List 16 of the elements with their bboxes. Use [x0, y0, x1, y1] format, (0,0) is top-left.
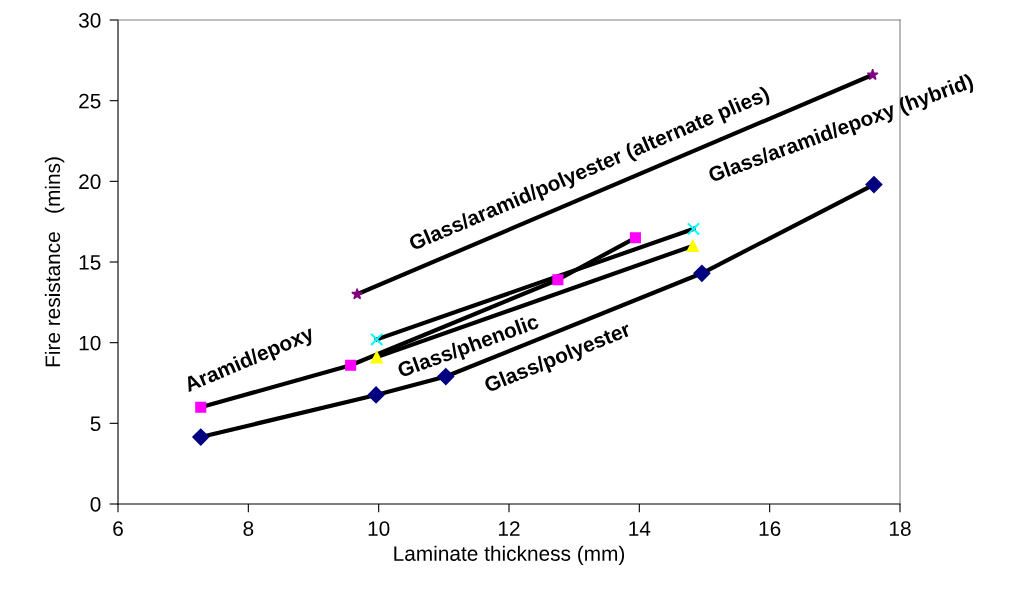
y-tick-label: 30 — [78, 13, 101, 28]
x-tick-label: 18 — [890, 521, 911, 536]
x-tick-label: 6 — [113, 521, 123, 536]
y-tick-label: 5 — [90, 416, 101, 432]
y-tick-label: 20 — [79, 174, 101, 190]
y-tick-label: 0 — [90, 497, 101, 512]
x-axis-title: Laminate thickness (mm) — [394, 545, 625, 566]
x-tick-label: 8 — [243, 521, 254, 536]
x-tick-label: 10 — [368, 521, 390, 536]
y-axis-title: Fire resistance (mins) — [44, 157, 65, 367]
x-tick-label: 14 — [629, 521, 651, 536]
y-tick-label: 15 — [79, 255, 101, 270]
y-tick-label: 25 — [79, 93, 101, 109]
x-tick-label: 12 — [499, 521, 520, 536]
y-tick-label: 10 — [79, 335, 101, 351]
x-tick-label: 16 — [759, 521, 781, 536]
